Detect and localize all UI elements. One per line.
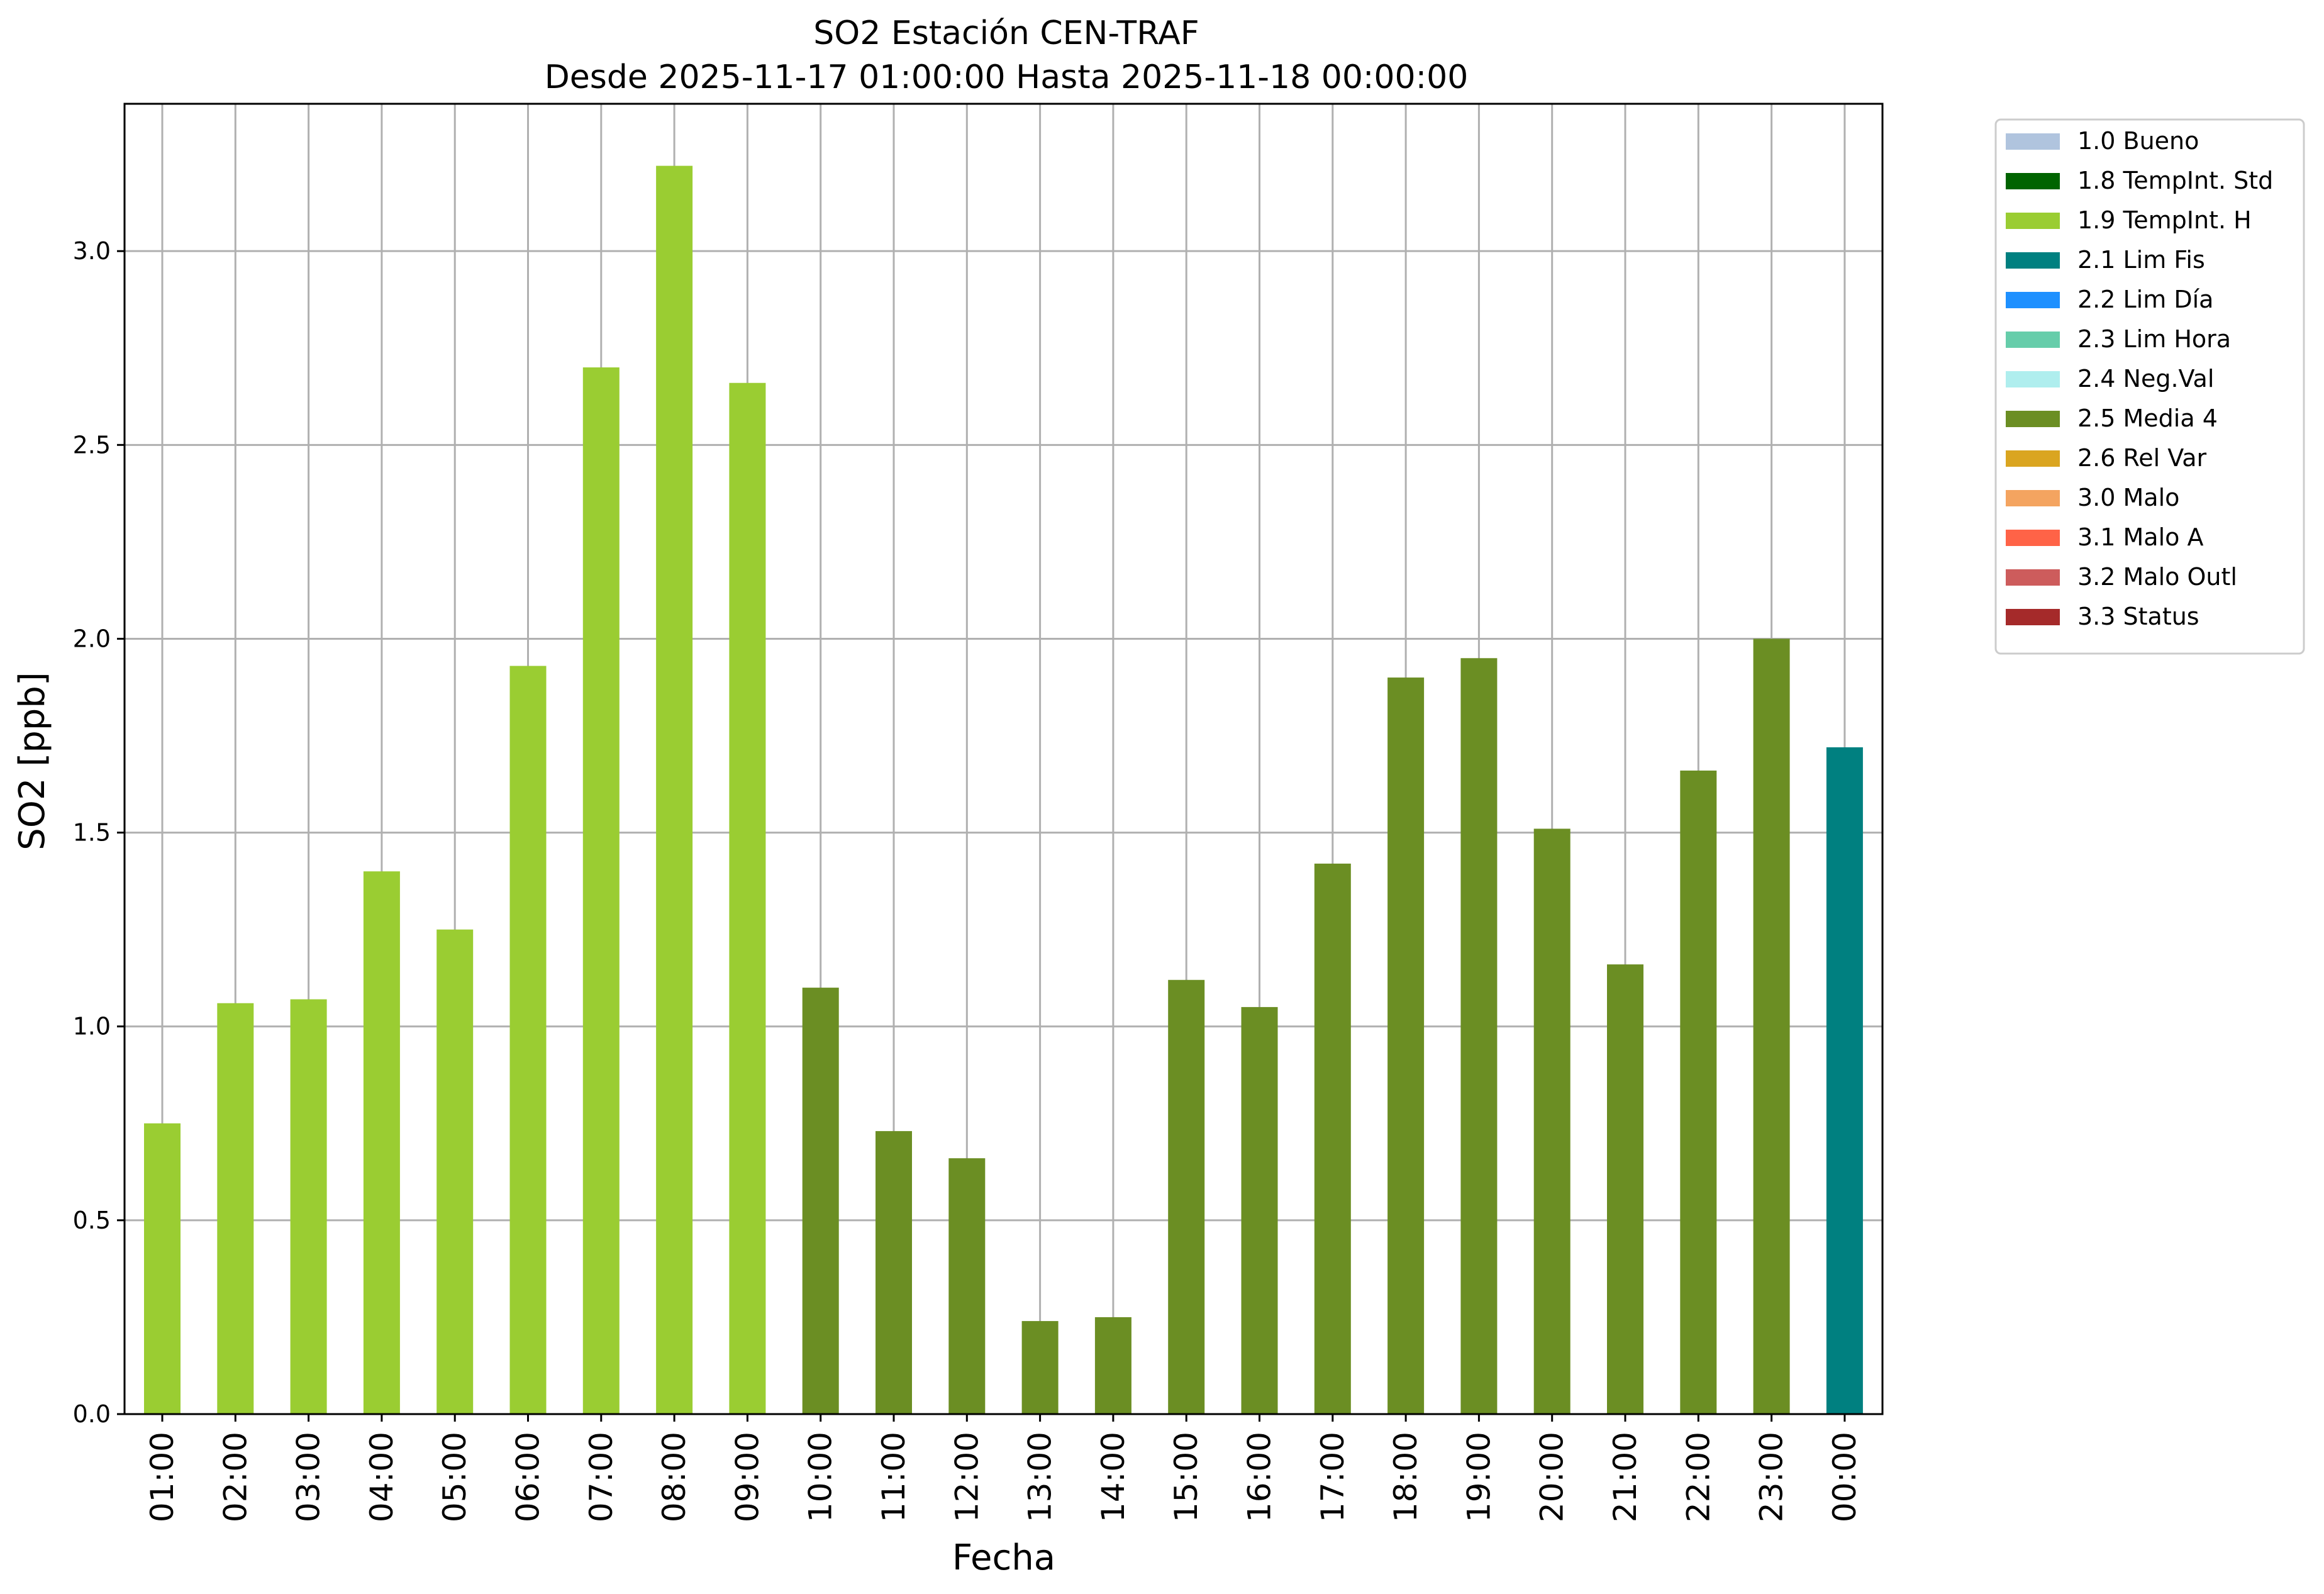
plot-frame xyxy=(123,103,1884,1415)
chart-title: SO2 Estación CEN-TRAF xyxy=(813,14,1199,52)
bar xyxy=(876,1131,912,1414)
bar xyxy=(290,999,327,1414)
legend-label: 3.0 Malo xyxy=(2077,484,2179,511)
x-tick-label: 06:00 xyxy=(510,1432,547,1522)
legend-label: 2.6 Rel Var xyxy=(2077,444,2207,472)
legend-swatch xyxy=(2006,252,2060,269)
x-tick-label: 17:00 xyxy=(1315,1432,1351,1522)
bar xyxy=(656,165,693,1415)
bar xyxy=(802,988,839,1414)
y-tick-label: 1.0 xyxy=(73,1013,111,1040)
legend-label: 2.1 Lim Fis xyxy=(2077,246,2205,274)
legend-label: 2.3 Lim Hora xyxy=(2077,325,2231,353)
x-tick-label: 21:00 xyxy=(1607,1432,1643,1522)
bar xyxy=(1314,863,1351,1414)
bar xyxy=(1460,658,1498,1414)
x-tick-label: 15:00 xyxy=(1168,1432,1204,1522)
legend-swatch xyxy=(2006,332,2060,348)
legend-label: 3.1 Malo A xyxy=(2077,523,2203,551)
bar xyxy=(1021,1321,1059,1414)
x-tick-label: 11:00 xyxy=(876,1432,912,1522)
x-tick-label: 14:00 xyxy=(1095,1432,1131,1522)
legend: 1.0 Bueno 1.8 TempInt. Std 1.9 TempInt. H 2… xyxy=(1994,118,2305,655)
chart-subtitle: Desde 2025-11-17 01:00:00 Hasta 2025-11-… xyxy=(545,59,1469,96)
x-tick-label: 02:00 xyxy=(217,1432,253,1522)
y-axis-label: SO2 [ppb] xyxy=(12,672,53,850)
x-tick-label: 10:00 xyxy=(803,1432,839,1522)
legend-frame xyxy=(1994,118,2305,655)
x-tick-label: 07:00 xyxy=(583,1432,620,1522)
y-axis-ticks: 0.0 0.5 1.0 1.5 2.0 2.5 3.0 xyxy=(73,237,125,1428)
x-tick-label: 05:00 xyxy=(436,1432,473,1522)
bar xyxy=(1753,638,1790,1415)
x-tick-label: 16:00 xyxy=(1242,1432,1278,1522)
bar xyxy=(1094,1317,1131,1414)
x-tick-label: 20:00 xyxy=(1534,1432,1571,1522)
x-tick-label: 04:00 xyxy=(364,1432,400,1522)
y-tick-label: 2.0 xyxy=(73,625,111,652)
bar xyxy=(729,382,766,1414)
bar xyxy=(144,1123,181,1414)
legend-swatch xyxy=(2006,371,2060,387)
bar xyxy=(1680,770,1717,1414)
legend-label: 2.4 Neg.Val xyxy=(2077,365,2214,393)
x-tick-label: 01:00 xyxy=(144,1432,181,1522)
x-tick-label: 09:00 xyxy=(729,1432,765,1522)
legend-swatch xyxy=(2006,530,2060,546)
y-tick-label: 0.5 xyxy=(73,1207,111,1234)
x-tick-label: 08:00 xyxy=(656,1432,692,1522)
legend-swatch xyxy=(2006,490,2060,506)
bar xyxy=(363,871,400,1414)
y-tick-label: 3.0 xyxy=(73,237,111,265)
bar xyxy=(1387,677,1425,1414)
legend-swatch xyxy=(2006,213,2060,229)
x-tick-label: 00:00 xyxy=(1826,1432,1863,1522)
bar xyxy=(436,929,474,1414)
bar xyxy=(582,367,620,1414)
bar xyxy=(1826,747,1863,1414)
bar xyxy=(1168,979,1205,1414)
x-tick-label: 13:00 xyxy=(1022,1432,1059,1522)
legend-swatch xyxy=(2006,292,2060,308)
legend-swatch xyxy=(2006,411,2060,427)
bar xyxy=(1533,828,1571,1414)
legend-label: 1.0 Bueno xyxy=(2077,127,2199,155)
y-tick-label: 1.5 xyxy=(73,819,111,847)
x-axis-ticks: 01:00 02:00 03:00 04:00 05:00 06:00 07:00 08:00… xyxy=(144,1414,1863,1522)
x-tick-label: 12:00 xyxy=(948,1432,985,1522)
bar xyxy=(1241,1006,1278,1414)
legend-label: 1.8 TempInt. Std xyxy=(2077,167,2273,194)
bar xyxy=(217,1003,254,1414)
x-tick-label: 18:00 xyxy=(1387,1432,1424,1522)
legend-swatch xyxy=(2006,173,2060,189)
legend-swatch xyxy=(2006,450,2060,467)
bars xyxy=(144,165,1863,1415)
bar xyxy=(509,666,547,1414)
x-axis-label: Fecha xyxy=(952,1537,1055,1578)
legend-label: 3.3 Status xyxy=(2077,603,2199,630)
bar xyxy=(1607,964,1643,1414)
legend-label: 1.9 TempInt. H xyxy=(2077,206,2252,234)
y-tick-label: 2.5 xyxy=(73,431,111,459)
x-tick-label: 23:00 xyxy=(1754,1432,1790,1522)
legend-label: 2.5 Media 4 xyxy=(2077,404,2218,432)
legend-swatch xyxy=(2006,133,2060,150)
x-tick-label: 03:00 xyxy=(291,1432,327,1522)
legend-label: 2.2 Lim Día xyxy=(2077,286,2213,313)
bar xyxy=(948,1158,986,1414)
x-tick-label: 19:00 xyxy=(1460,1432,1497,1522)
x-tick-label: 22:00 xyxy=(1680,1432,1716,1522)
y-tick-label: 0.0 xyxy=(73,1400,111,1428)
legend-label: 3.2 Malo Outl xyxy=(2077,563,2237,591)
legend-swatch xyxy=(2006,609,2060,625)
legend-swatch xyxy=(2006,569,2060,586)
